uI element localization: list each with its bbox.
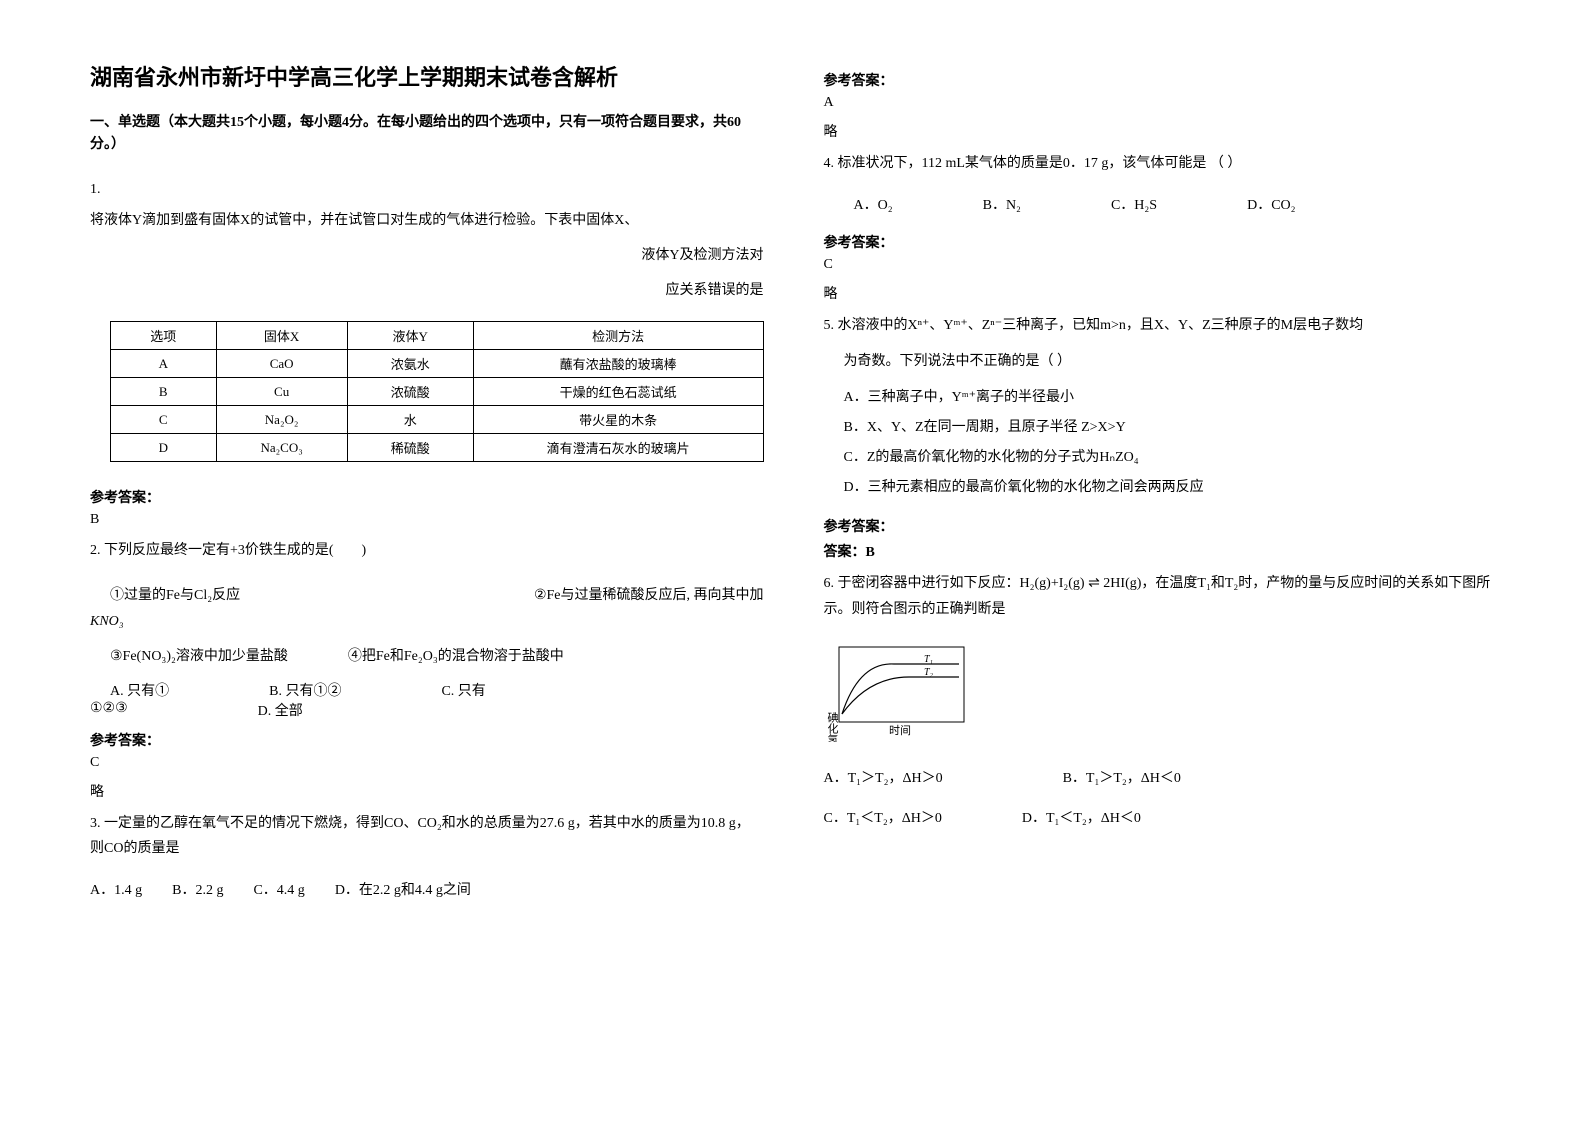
q3-optB: B．2.2 g: [172, 879, 223, 899]
q2-note: 略: [90, 781, 764, 801]
q3-optC: C．4.4 g: [253, 879, 304, 899]
q2-optB: B. 只有①②: [269, 680, 341, 700]
q5-optD: D．三种元素相应的最高价氧化物的水化物之间会两两反应: [824, 476, 1498, 496]
q3-optA: A．1.4 g: [90, 879, 142, 899]
q2-answer: C: [90, 755, 764, 771]
table-cell: B: [111, 378, 217, 406]
table-cell: CaO: [216, 350, 347, 378]
line-chart-icon: T₁ T₂ 碘化氢的量 时间: [824, 642, 984, 742]
q6-text: 6. 于密闭容器中进行如下反应：H₂(g)+I₂(g) ⇌ 2HI(g)，在温度…: [824, 571, 1498, 621]
q5-text2: 为奇数。下列说法中不正确的是（ ）: [824, 348, 1498, 376]
q4-note: 略: [824, 283, 1498, 303]
table-header-cell: 选项: [111, 322, 217, 350]
table-cell: C: [111, 406, 217, 434]
left-column: 湖南省永州市新圩中学高三化学上学期期末试卷含解析 一、单选题（本大题共15个小题…: [90, 60, 764, 1062]
q5-text1: 5. 水溶液中的Xⁿ⁺、Yᵐ⁺、Zⁿ⁻三种离子，已知m>n，且X、Y、Z三种原子…: [824, 313, 1498, 338]
q1-table: 选项 固体X 液体Y 检测方法 A CaO 浓氨水 蘸有浓盐酸的玻璃棒 B Cu…: [110, 321, 764, 462]
q4-optA: A．O₂: [854, 194, 893, 214]
section-header: 一、单选题（本大题共15个小题，每小题4分。在每小题给出的四个选项中，只有一项符…: [90, 112, 764, 157]
q2-item4: ④把Fe和Fe₂O₃的混合物溶于盐酸中: [348, 645, 564, 665]
q4-optD: D．CO₂: [1247, 194, 1295, 214]
table-header-cell: 固体X: [216, 322, 347, 350]
table-cell: 浓氨水: [347, 350, 473, 378]
table-cell: Cu: [216, 378, 347, 406]
q2-optC-cont: ①②③: [90, 700, 128, 720]
q6-optC: C．T₁＜T₂，ΔH＞0: [824, 807, 942, 827]
q1-text-line3: 应关系错误的是: [90, 278, 764, 303]
q2-item1: ①过量的Fe与Cl₂反应: [110, 584, 240, 604]
table-cell: 浓硫酸: [347, 378, 473, 406]
q3-text: 3. 一定量的乙醇在氧气不足的情况下燃烧，得到CO、CO₂和水的总质量为27.6…: [90, 811, 764, 861]
table-cell: 滴有澄清石灰水的玻璃片: [473, 434, 763, 462]
q6-optB: B．T₁＞T₂，ΔH＜0: [1063, 767, 1181, 787]
table-header-row: 选项 固体X 液体Y 检测方法: [111, 322, 764, 350]
table-header-cell: 液体Y: [347, 322, 473, 350]
chart-xlabel: 时间: [889, 724, 911, 737]
q5-optA: A．三种离子中，Yᵐ⁺离子的半径最小: [824, 386, 1498, 406]
q4-text: 4. 标准状况下，112 mL某气体的质量是0．17 g，该气体可能是 （ ）: [824, 151, 1498, 176]
document-title: 湖南省永州市新圩中学高三化学上学期期末试卷含解析: [90, 60, 764, 92]
chart-ylabel: 碘化氢的量: [826, 711, 839, 741]
chart-label-t2: T₂: [924, 667, 934, 678]
q5-optB: B．X、Y、Z在同一周期，且原子半径 Z>X>Y: [824, 416, 1498, 436]
chart-label-t1: T₁: [924, 654, 933, 665]
q3-optD: D．在2.2 g和4.4 g之间: [335, 879, 471, 899]
q4-answer: C: [824, 257, 1498, 273]
q6-optD: D．T₁＜T₂，ΔH＜0: [1022, 807, 1141, 827]
q2-optC: C. 只有: [441, 680, 485, 700]
table-header-cell: 检测方法: [473, 322, 763, 350]
table-cell: 带火星的木条: [473, 406, 763, 434]
q6-chart: T₁ T₂ 碘化氢的量 时间: [824, 642, 1498, 742]
q4-optC: C．H₂S: [1111, 194, 1157, 214]
q4-answer-header: 参考答案：: [824, 232, 1498, 252]
table-row: A CaO 浓氨水 蘸有浓盐酸的玻璃棒: [111, 350, 764, 378]
q1-number: 1.: [90, 182, 764, 198]
right-column: 参考答案： A 略 4. 标准状况下，112 mL某气体的质量是0．17 g，该…: [824, 60, 1498, 1062]
table-row: B Cu 浓硫酸 干燥的红色石蕊试纸: [111, 378, 764, 406]
q2-text: 2. 下列反应最终一定有+3价铁生成的是( ): [90, 538, 764, 563]
q3-note: 略: [824, 121, 1498, 141]
q2-answer-header: 参考答案：: [90, 730, 764, 750]
table-cell: 干燥的红色石蕊试纸: [473, 378, 763, 406]
q1-answer: B: [90, 512, 764, 528]
q5-optC: C．Z的最高价氧化物的水化物的分子式为HₙZO₄: [824, 446, 1498, 466]
q3-answer: A: [824, 95, 1498, 111]
q2-item2-cont: KNO₃: [90, 614, 764, 630]
q4-optB: B．N₂: [983, 194, 1021, 214]
q1-text-line1: 将液体Y滴加到盛有固体X的试管中，并在试管口对生成的气体进行检验。下表中固体X、: [90, 208, 764, 233]
q1-answer-header: 参考答案：: [90, 487, 764, 507]
table-cell: A: [111, 350, 217, 378]
table-cell: 水: [347, 406, 473, 434]
q5-answer: 答案：B: [824, 541, 1498, 561]
q1-text-line2: 液体Y及检测方法对: [90, 243, 764, 268]
table-cell: D: [111, 434, 217, 462]
q6-optA: A．T₁＞T₂，ΔH＞0: [824, 767, 943, 787]
table-row: D Na₂CO₃ 稀硫酸 滴有澄清石灰水的玻璃片: [111, 434, 764, 462]
table-cell: Na₂O₂: [216, 406, 347, 434]
q2-optA: A. 只有①: [110, 680, 169, 700]
q2-item2: ②Fe与过量稀硫酸反应后, 再向其中加: [534, 584, 764, 604]
q5-answer-header: 参考答案：: [824, 516, 1498, 536]
table-cell: Na₂CO₃: [216, 434, 347, 462]
q2-optD: D. 全部: [258, 700, 303, 720]
q2-item3: ③Fe(NO₃)₂溶液中加少量盐酸: [110, 645, 288, 665]
table-cell: 蘸有浓盐酸的玻璃棒: [473, 350, 763, 378]
table-cell: 稀硫酸: [347, 434, 473, 462]
q3-answer-header: 参考答案：: [824, 70, 1498, 90]
table-row: C Na₂O₂ 水 带火星的木条: [111, 406, 764, 434]
